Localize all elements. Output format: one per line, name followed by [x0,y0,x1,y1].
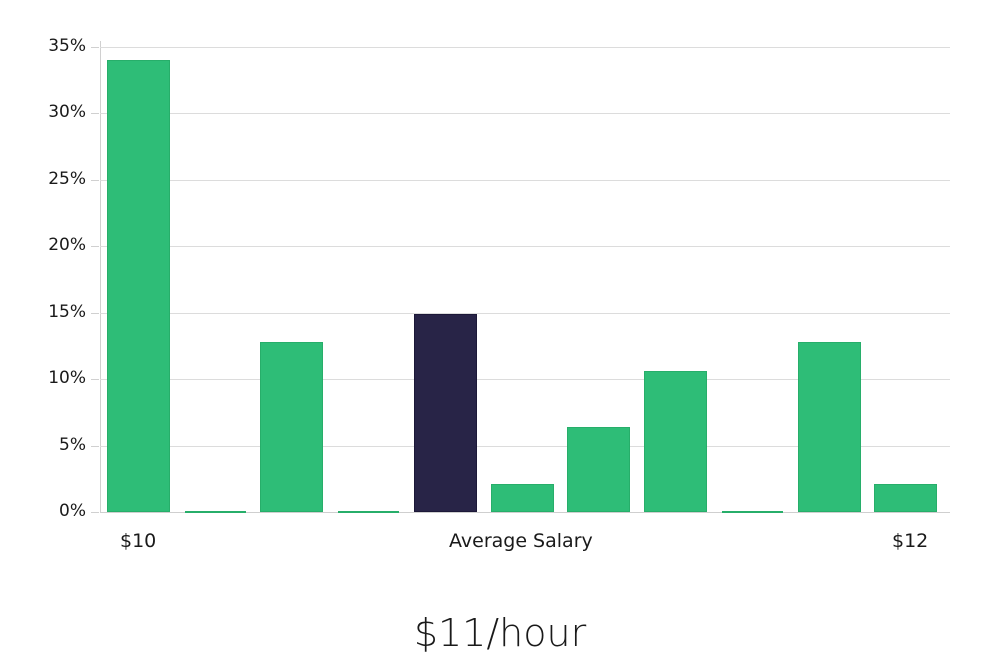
gridline [100,246,950,247]
gridline [100,47,950,48]
bar [338,511,399,513]
bar-highlighted [414,314,477,512]
bar [107,60,170,512]
x-tick-label-min: $10 [120,530,157,552]
y-tick-label: 10% [48,368,86,388]
gridline [100,180,950,181]
bar [491,484,554,512]
gridline [100,313,950,314]
bar [260,342,323,512]
y-axis-line [100,41,101,512]
y-tick-label: 20% [48,235,86,255]
y-tick-mark [91,313,99,314]
bar [567,427,630,512]
y-tick-label: 30% [48,102,86,122]
y-tick-mark [91,47,99,48]
gridline [100,113,950,114]
average-salary-headline: $11/hour [413,611,587,655]
bar [185,511,246,513]
bar [722,511,783,513]
y-tick-label: 5% [59,435,86,455]
y-tick-label: 25% [48,169,86,189]
y-tick-mark [91,180,99,181]
y-tick-mark [91,113,99,114]
y-tick-label: 35% [48,36,86,56]
gridline [100,512,950,513]
x-tick-label-max: $12 [892,530,929,552]
y-tick-label: 15% [48,302,86,322]
y-tick-mark [91,512,99,513]
bar [644,371,707,512]
y-tick-mark [91,446,99,447]
x-axis-label: Average Salary [449,530,593,552]
y-tick-label: 0% [59,501,86,521]
bar [798,342,861,512]
bar [874,484,937,512]
y-tick-mark [91,246,99,247]
gridline [100,379,950,380]
gridline [100,446,950,447]
y-tick-mark [91,379,99,380]
